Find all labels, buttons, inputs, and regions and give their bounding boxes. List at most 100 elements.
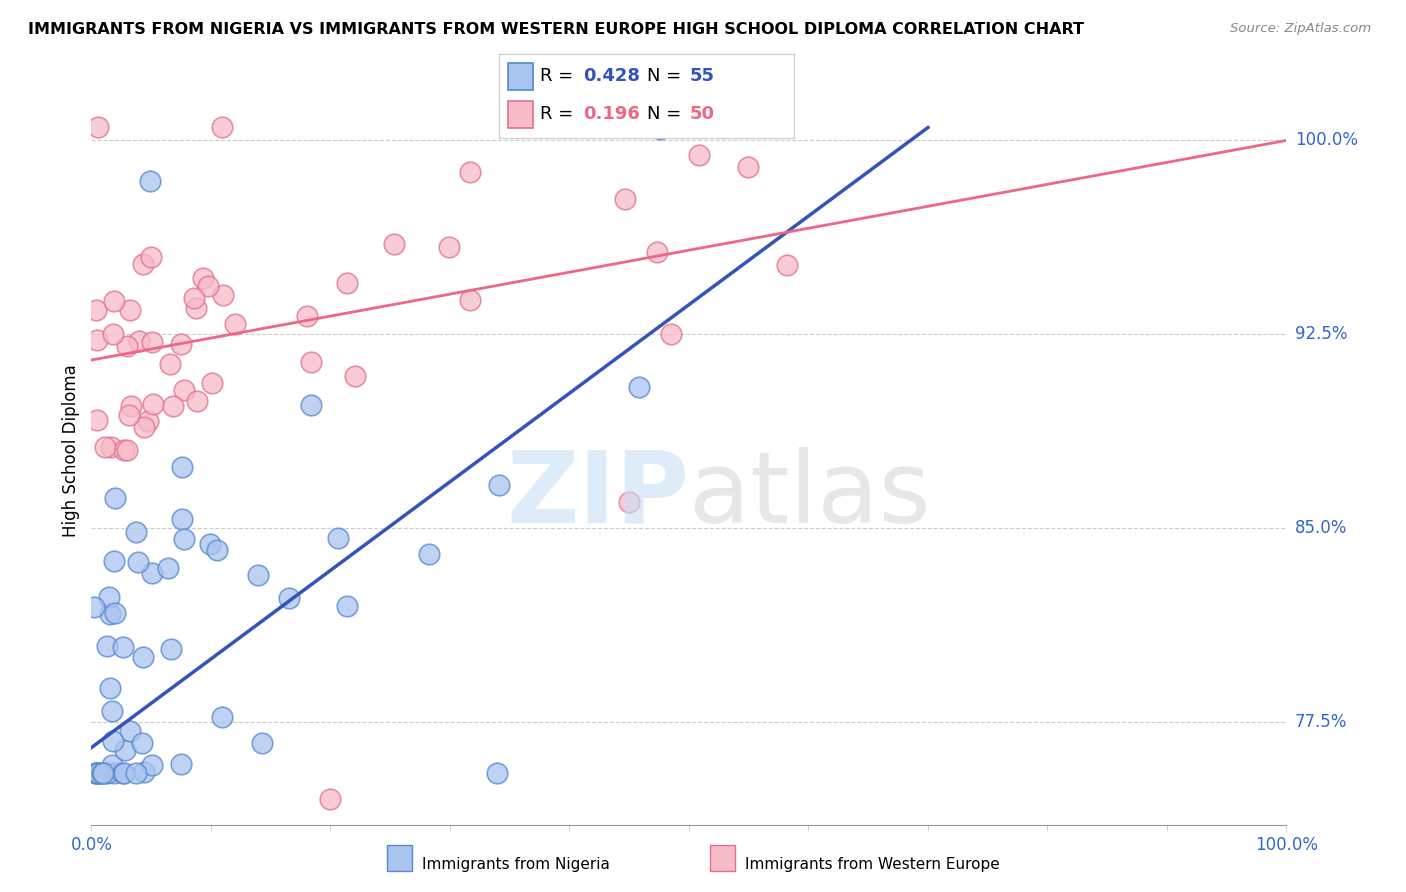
- Text: Immigrants from Western Europe: Immigrants from Western Europe: [745, 857, 1000, 871]
- Point: [162, 399, 184, 413]
- Point: [98, 607, 121, 622]
- Point: [134, 764, 156, 779]
- Point: [127, 555, 149, 569]
- Point: [131, 736, 153, 750]
- Text: R =: R =: [540, 105, 585, 123]
- Point: [201, 376, 224, 390]
- Point: [103, 766, 125, 780]
- Point: [160, 641, 183, 656]
- Point: [246, 568, 269, 582]
- Point: [96, 766, 118, 780]
- Point: [136, 414, 159, 428]
- Text: N =: N =: [647, 105, 686, 123]
- Point: [299, 354, 322, 368]
- Point: [173, 384, 195, 398]
- Point: [211, 710, 233, 724]
- Point: [98, 590, 121, 604]
- Point: [128, 334, 150, 349]
- Text: 55: 55: [689, 67, 714, 85]
- Point: [132, 649, 155, 664]
- Point: [139, 174, 162, 188]
- Point: [485, 766, 508, 780]
- Point: [112, 443, 135, 458]
- Point: [87, 766, 110, 780]
- Point: [115, 339, 138, 353]
- Text: 50: 50: [689, 105, 714, 123]
- Point: [117, 443, 139, 458]
- Point: [142, 397, 165, 411]
- Point: [212, 288, 235, 302]
- Point: [688, 147, 710, 161]
- Point: [111, 640, 134, 654]
- Point: [104, 491, 127, 505]
- Point: [737, 160, 759, 174]
- Point: [94, 440, 117, 454]
- Point: [86, 766, 108, 780]
- Point: [104, 607, 127, 621]
- Point: [112, 766, 135, 780]
- Point: [125, 524, 148, 539]
- Point: [645, 244, 668, 259]
- Point: [101, 327, 124, 342]
- Y-axis label: High School Diploma: High School Diploma: [62, 364, 80, 537]
- Point: [224, 318, 246, 332]
- Point: [186, 394, 208, 409]
- Point: [172, 460, 194, 475]
- Point: [86, 766, 108, 780]
- Point: [776, 258, 799, 272]
- Point: [100, 440, 122, 454]
- Point: [86, 766, 108, 780]
- Point: [172, 511, 194, 525]
- Point: [100, 757, 122, 772]
- Point: [96, 639, 118, 653]
- Point: [90, 766, 112, 780]
- Point: [437, 240, 460, 254]
- Text: ZIP: ZIP: [506, 447, 689, 544]
- Point: [252, 736, 274, 750]
- Point: [648, 121, 671, 136]
- Point: [211, 120, 233, 135]
- Point: [198, 537, 221, 551]
- Point: [139, 250, 162, 264]
- Point: [183, 291, 205, 305]
- Point: [117, 408, 139, 422]
- Text: 0.196: 0.196: [583, 105, 640, 123]
- Text: atlas: atlas: [689, 447, 931, 544]
- Bar: [508, 63, 533, 89]
- Text: Source: ZipAtlas.com: Source: ZipAtlas.com: [1230, 22, 1371, 36]
- Point: [156, 560, 179, 574]
- Point: [120, 302, 142, 317]
- Point: [197, 278, 219, 293]
- Point: [336, 599, 359, 613]
- Text: Immigrants from Nigeria: Immigrants from Nigeria: [422, 857, 610, 871]
- Text: 77.5%: 77.5%: [1295, 713, 1347, 731]
- Point: [458, 293, 481, 307]
- Point: [335, 276, 357, 290]
- Point: [297, 310, 319, 324]
- Point: [132, 419, 155, 434]
- Point: [458, 165, 481, 179]
- Point: [169, 337, 191, 351]
- Point: [141, 335, 163, 350]
- Point: [173, 532, 195, 546]
- Point: [382, 237, 405, 252]
- Point: [627, 380, 650, 394]
- Point: [488, 478, 510, 492]
- Point: [120, 400, 142, 414]
- Point: [114, 743, 136, 757]
- Point: [141, 566, 163, 580]
- Point: [90, 766, 112, 780]
- Point: [86, 333, 108, 347]
- Point: [120, 723, 142, 738]
- Point: [103, 294, 125, 309]
- Text: 0.428: 0.428: [583, 67, 640, 85]
- Point: [84, 302, 107, 317]
- Point: [418, 547, 440, 561]
- Point: [101, 704, 124, 718]
- Point: [141, 757, 163, 772]
- Point: [86, 413, 108, 427]
- Point: [170, 757, 193, 772]
- Point: [132, 257, 155, 271]
- Text: R =: R =: [540, 67, 579, 85]
- Point: [103, 553, 125, 567]
